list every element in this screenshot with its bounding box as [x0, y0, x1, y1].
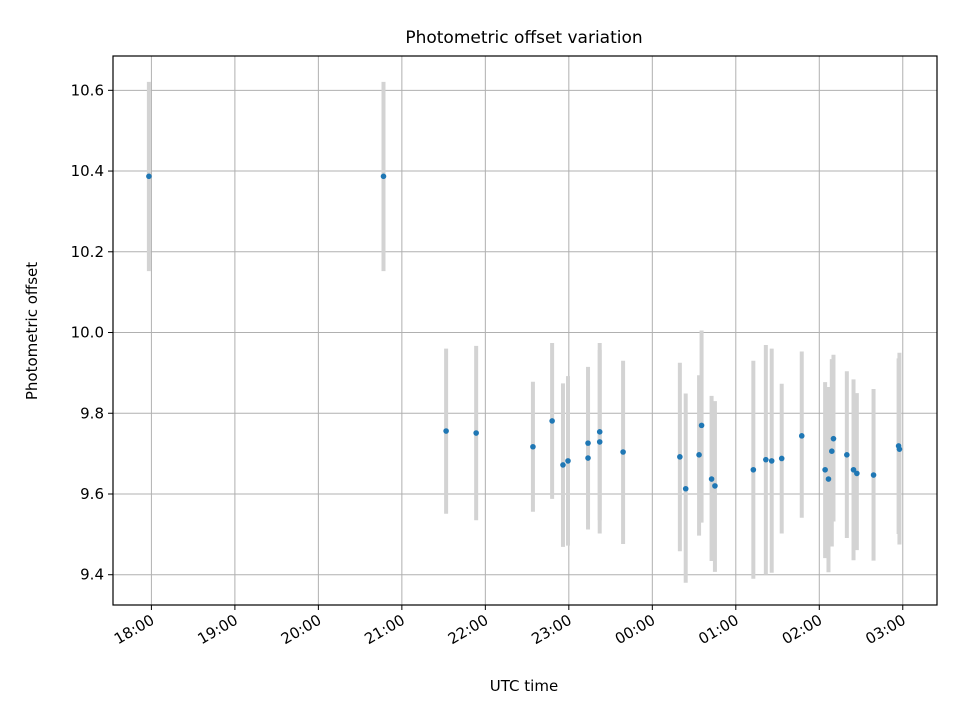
data-point [585, 440, 591, 446]
data-point [620, 449, 626, 455]
data-point [822, 466, 828, 473]
x-axis-label: UTC time [490, 677, 558, 695]
data-point [854, 470, 860, 477]
data-point [530, 443, 536, 450]
y-tick-label: 9.4 [80, 566, 104, 584]
plot-frame [112, 55, 938, 606]
data-point [698, 422, 705, 429]
data-point [380, 173, 387, 180]
y-axis-ticks: 9.4 9.6 9.8 10.0 10.2 10.4 10.6 [71, 81, 113, 584]
data-point [830, 435, 837, 442]
data-point [596, 439, 603, 445]
data-point [560, 462, 566, 468]
data-points [146, 173, 903, 492]
data-point [768, 458, 775, 464]
y-tick-label: 9.6 [80, 485, 104, 503]
data-point [750, 466, 757, 473]
y-tick-label: 10.4 [71, 162, 104, 180]
data-point [677, 454, 683, 460]
data-point [565, 458, 571, 464]
data-point [778, 455, 785, 462]
data-point [825, 476, 832, 482]
data-point [763, 456, 769, 463]
data-point [696, 452, 702, 458]
data-point [708, 476, 715, 482]
data-point [682, 485, 689, 492]
data-point [146, 173, 152, 180]
data-point [549, 418, 555, 424]
y-tick-label: 10.6 [71, 81, 104, 99]
grid-lines [113, 56, 937, 605]
y-axis-label: Photometric offset [23, 262, 41, 400]
data-point [443, 428, 449, 434]
data-point [798, 433, 805, 439]
data-point [596, 429, 603, 435]
data-point [829, 448, 835, 454]
data-point [473, 430, 479, 436]
data-point [844, 452, 850, 458]
data-point [870, 472, 877, 478]
data-point [850, 466, 857, 473]
y-tick-label: 9.8 [80, 404, 104, 422]
y-tick-label: 10.0 [71, 324, 104, 342]
chart-title: Photometric offset variation [405, 28, 642, 48]
data-point [712, 483, 718, 489]
y-tick-label: 10.2 [71, 243, 104, 261]
data-point [896, 446, 903, 452]
data-point [585, 455, 591, 461]
